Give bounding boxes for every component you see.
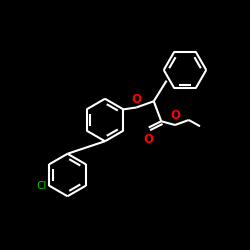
Text: O: O [143, 133, 153, 146]
Text: O: O [131, 93, 141, 106]
Text: Cl: Cl [37, 180, 47, 191]
Text: O: O [170, 109, 180, 122]
